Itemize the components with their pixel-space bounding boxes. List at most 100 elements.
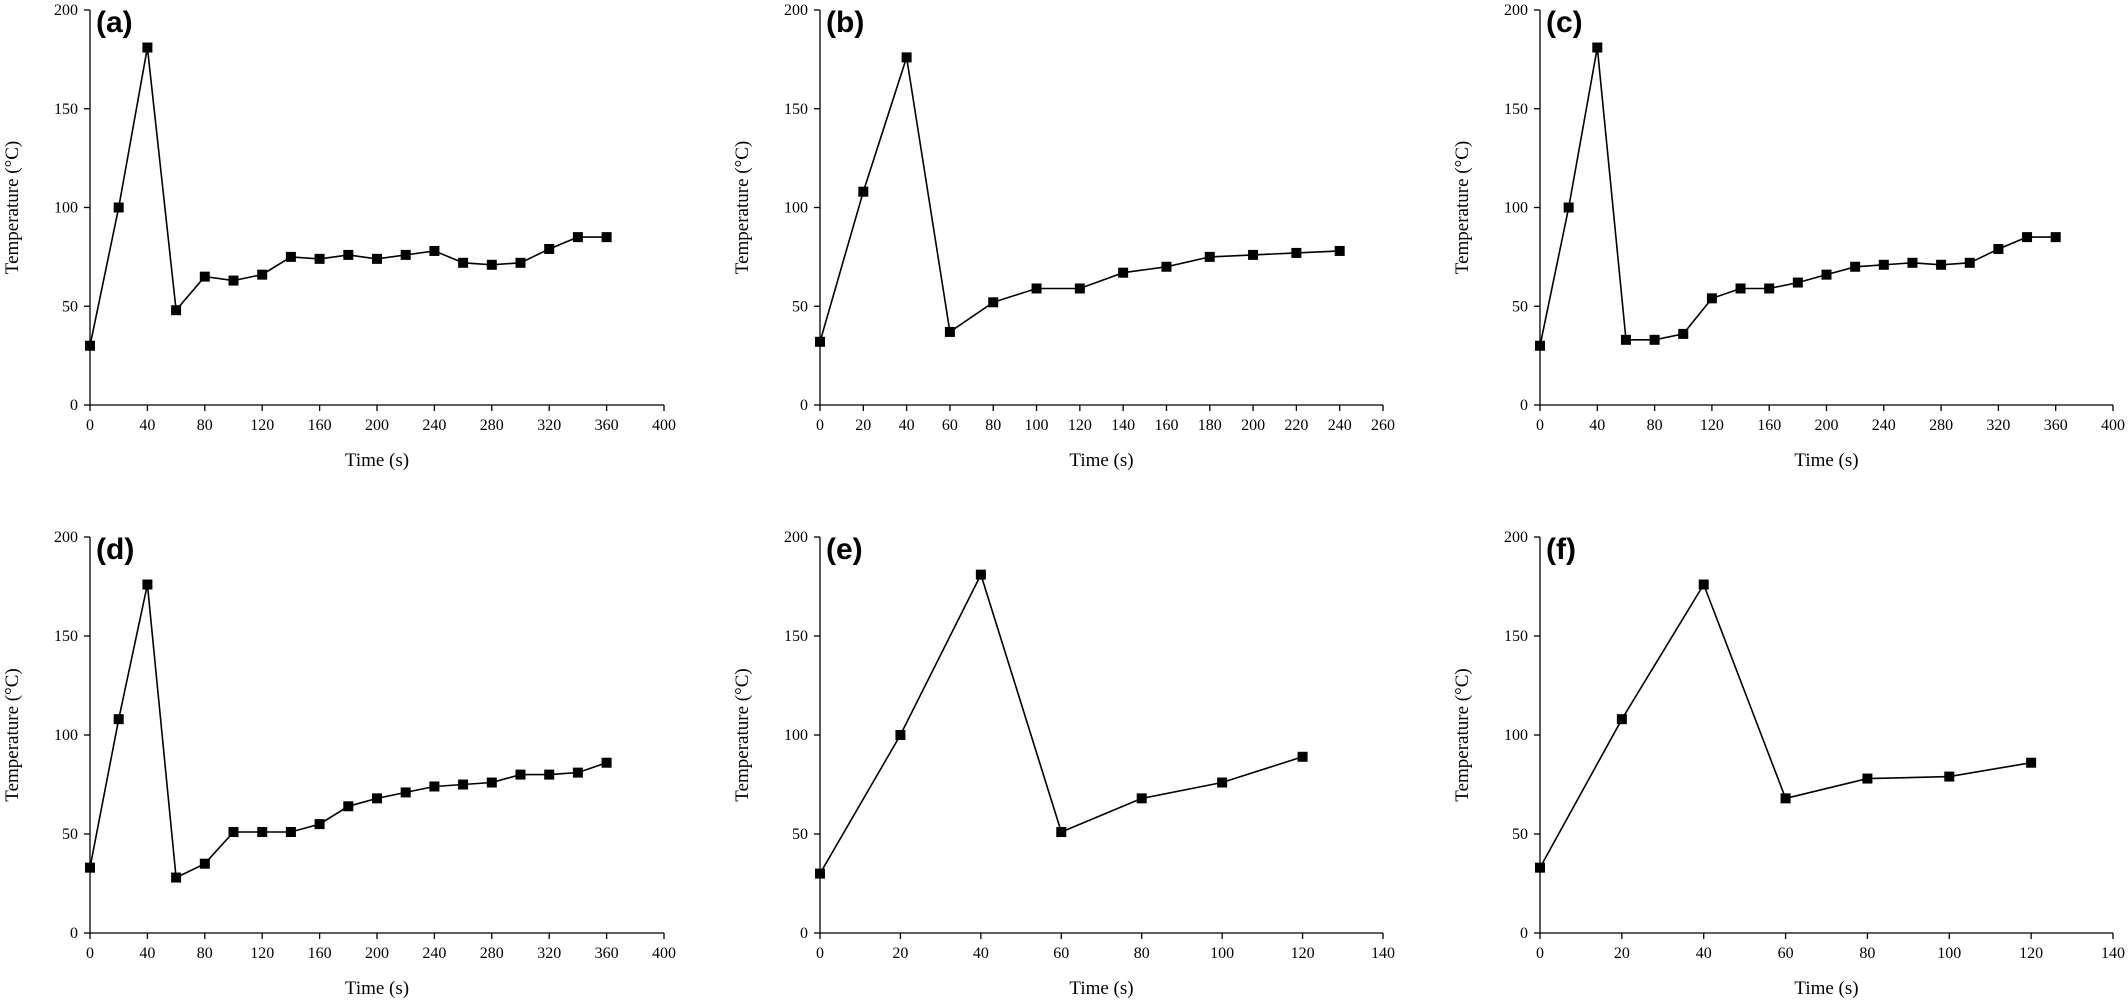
data-point — [1136, 793, 1147, 804]
data-point — [142, 42, 153, 53]
chart-panel-a: 0 50 100 150 200 0 40 80 120 160 200 240 280 320 360 40… — [2, 2, 676, 471]
data-point — [601, 232, 612, 243]
chart-panel-f: 0 50 100 150 200 0 20 40 60 80 100 120 140 Time (s) Te… — [1452, 529, 2125, 999]
y-tick-label: 0 — [800, 925, 808, 942]
x-tick-label: 280 — [1929, 417, 1953, 434]
y-tick-label: 100 — [54, 200, 78, 217]
data-point — [199, 858, 210, 869]
data-point — [815, 868, 825, 879]
chart-panel-d: 0 50 100 150 200 0 40 80 120 160 200 240 280 320 360 40… — [2, 529, 676, 999]
data-point — [1118, 267, 1129, 278]
data-point — [2022, 232, 2033, 243]
y-tick-label: 0 — [800, 397, 808, 414]
panel-label: (f) — [1546, 533, 1576, 566]
y-axis-label: Temperature (°C) — [2, 141, 23, 274]
y-tick-label: 0 — [70, 397, 78, 414]
data-point — [572, 767, 583, 778]
data-point — [601, 757, 612, 768]
y-tick-label: 50 — [62, 826, 78, 843]
data-point — [1334, 245, 1345, 256]
y-tick-label: 100 — [1504, 727, 1528, 744]
x-axis-label: Time (s) — [345, 978, 409, 999]
y-tick-label: 200 — [1504, 2, 1528, 19]
chart-panel-c: 0 50 100 150 200 0 40 80 120 160 200 240 280 320 360 40… — [1452, 2, 2125, 471]
data-point — [85, 862, 95, 873]
x-axis-label: Time (s) — [345, 450, 409, 471]
data-point — [458, 257, 469, 268]
x-tick-label: 240 — [1872, 417, 1896, 434]
data-point — [1735, 283, 1746, 294]
x-tick-label: 40 — [1696, 945, 1712, 962]
x-tick-label: 60 — [1778, 945, 1794, 962]
x-tick-label: 60 — [942, 417, 958, 434]
x-tick-label: 360 — [595, 945, 619, 962]
data-point — [1698, 579, 1709, 590]
x-tick-label: 320 — [537, 417, 561, 434]
series-line — [819, 57, 1340, 343]
data-point — [429, 245, 440, 256]
y-tick-label: 200 — [54, 529, 78, 546]
x-tick-label: 20 — [892, 945, 908, 962]
x-tick-label: 120 — [1068, 417, 1092, 434]
y-tick-label: 150 — [1504, 628, 1528, 645]
data-point — [257, 269, 268, 280]
data-point — [171, 305, 182, 316]
x-tick-label: 20 — [1614, 945, 1630, 962]
data-point — [486, 777, 497, 788]
x-tick-label: 80 — [1647, 417, 1663, 434]
x-tick-label: 20 — [855, 417, 871, 434]
x-tick-label: 160 — [308, 417, 332, 434]
data-point — [1297, 751, 1308, 762]
data-point — [1944, 771, 1955, 782]
data-point — [1907, 257, 1918, 268]
x-tick-label: 40 — [139, 945, 155, 962]
x-tick-label: 240 — [422, 945, 446, 962]
data-point — [1936, 259, 1947, 270]
y-axis-label: Temperature (°C) — [732, 141, 753, 274]
data-point — [372, 253, 382, 264]
y-tick-label: 150 — [54, 101, 78, 118]
x-tick-label: 120 — [1700, 417, 1724, 434]
series-line — [1539, 47, 2056, 346]
data-point — [228, 827, 239, 838]
data-point — [458, 779, 469, 790]
data-point — [372, 793, 382, 804]
data-point — [515, 257, 526, 268]
data-point — [1535, 340, 1545, 351]
data-point — [1161, 261, 1172, 272]
x-tick-label: 200 — [1241, 417, 1265, 434]
data-point — [400, 249, 411, 260]
x-tick-label: 120 — [250, 417, 274, 434]
y-tick-label: 0 — [1520, 925, 1528, 942]
y-tick-label: 50 — [62, 298, 78, 315]
data-point — [486, 259, 497, 270]
y-tick-label: 200 — [784, 529, 808, 546]
y-tick-label: 100 — [784, 200, 808, 217]
series-line — [1539, 582, 2032, 869]
data-point — [314, 819, 325, 830]
data-point — [2026, 757, 2037, 768]
y-axis-label: Temperature (°C) — [1452, 668, 1473, 801]
data-point — [1620, 334, 1631, 345]
data-point — [1764, 283, 1775, 294]
x-tick-label: 180 — [1198, 417, 1222, 434]
y-tick-label: 100 — [1504, 200, 1528, 217]
panel-label: (c) — [1546, 6, 1583, 39]
data-point — [1862, 773, 1873, 784]
x-tick-label: 0 — [86, 417, 94, 434]
x-tick-label: 120 — [1291, 945, 1315, 962]
x-tick-label: 400 — [2101, 417, 2125, 434]
x-tick-label: 40 — [139, 417, 155, 434]
data-point — [1204, 251, 1215, 262]
x-tick-label: 140 — [1371, 945, 1395, 962]
data-point — [285, 827, 296, 838]
y-tick-label: 0 — [1520, 397, 1528, 414]
y-tick-label: 200 — [784, 2, 808, 19]
x-tick-label: 40 — [973, 945, 989, 962]
x-axis-label: Time (s) — [1069, 978, 1133, 999]
data-point — [113, 202, 124, 213]
data-point — [285, 251, 296, 262]
x-tick-label: 400 — [652, 945, 676, 962]
data-point — [1780, 793, 1791, 804]
y-tick-label: 200 — [54, 2, 78, 19]
